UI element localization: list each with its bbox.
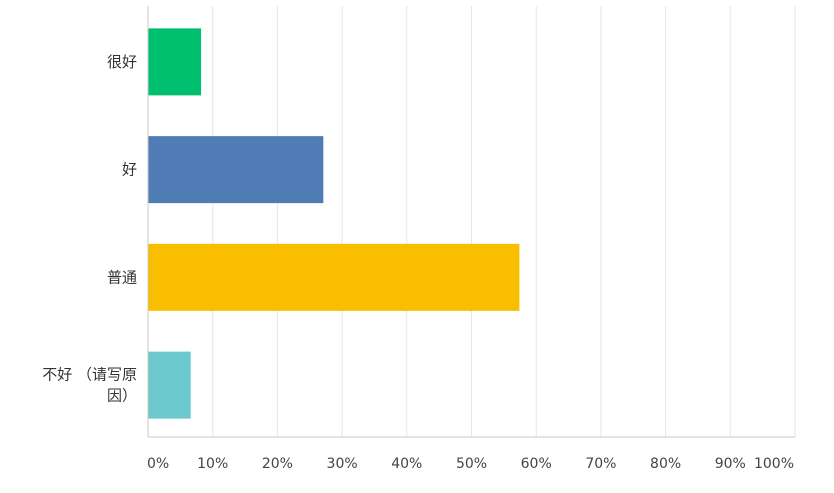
category-label: 因） (107, 387, 137, 405)
bars (148, 28, 520, 419)
gridlines (212, 6, 796, 437)
category-label: 好 (122, 161, 137, 179)
x-tick-label: 100% (754, 456, 794, 472)
category-label: 不好 （请写原 (42, 366, 137, 384)
category-label: 普通 (107, 268, 137, 286)
x-tick-label: 70% (585, 456, 616, 472)
x-tick-label: 20% (262, 456, 293, 472)
category-label: 很好 (107, 53, 137, 71)
bar (148, 28, 202, 96)
axes (147, 6, 795, 438)
x-tick-label: 40% (391, 456, 422, 472)
x-tick-labels: 0% 10% 20% 30% 40% 50% 60% 70% 80% 90% 100% (147, 456, 794, 472)
bar (148, 136, 324, 204)
bar (148, 351, 191, 419)
x-tick-label: 0% (147, 456, 169, 472)
x-tick-label: 60% (521, 456, 552, 472)
x-tick-label: 50% (456, 456, 487, 472)
x-tick-label: 30% (327, 456, 358, 472)
x-tick-label: 10% (197, 456, 228, 472)
x-tick-label: 80% (650, 456, 681, 472)
bar (148, 243, 520, 311)
x-tick-label: 90% (715, 456, 746, 472)
